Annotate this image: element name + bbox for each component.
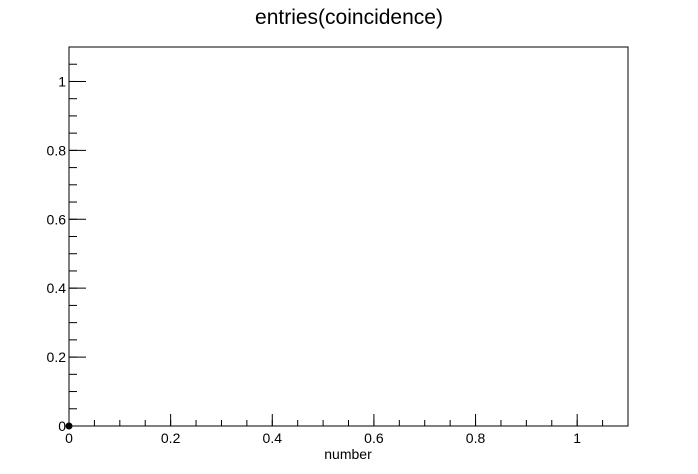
y-tick-label: 0.2: [47, 349, 67, 365]
x-tick-label: 0.8: [466, 430, 486, 446]
data-points: [65, 422, 73, 430]
y-axis: 0 0.2 0.4 0.6 0.8 1: [47, 46, 86, 434]
x-tick-label: 0: [65, 430, 73, 446]
y-tick-label: 0.6: [47, 211, 67, 227]
y-tick-label: 1: [58, 73, 66, 89]
x-axis-title: number: [324, 446, 372, 462]
x-tick-label: 0.6: [364, 430, 384, 446]
x-axis: 0 0.2 0.4 0.6 0.8 1: [65, 414, 629, 446]
plot-frame: [68, 46, 629, 427]
x-tick-label: 0.4: [263, 430, 283, 446]
data-point: [65, 422, 73, 430]
y-tick-label: 0.8: [47, 142, 67, 158]
x-tick-label: 1: [573, 430, 581, 446]
chart-title: entries(coincidence): [255, 6, 443, 29]
y-tick-label: 0: [58, 418, 66, 434]
y-tick-label: 0.4: [47, 280, 67, 296]
x-tick-label: 0.2: [161, 430, 181, 446]
